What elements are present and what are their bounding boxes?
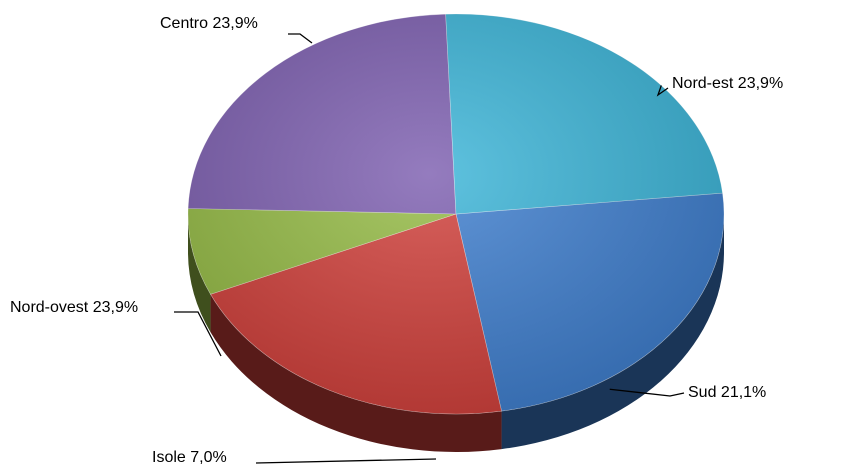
leader-line-nord-ovest: [174, 311, 222, 357]
leader-lines: [174, 33, 685, 464]
slice-label-sud: Sud 21,1%: [688, 384, 766, 401]
pie-slice-centro: [445, 13, 723, 215]
leader-line-isole: [255, 458, 437, 464]
leader-line-nord-est: [656, 85, 669, 97]
slice-label-nord-est: Nord-est 23,9%: [672, 75, 783, 92]
pie-top-faces: [187, 13, 725, 415]
pie-slice-nord-ovest: [187, 13, 457, 215]
slice-label-nord-ovest: Nord-ovest 23,9%: [10, 299, 138, 316]
slice-label-centro: Centro 23,9%: [160, 15, 258, 32]
pie-slice-nord-est: [455, 192, 725, 412]
slice-labels: Nord-est 23,9% Sud 21,1% Isole 7,0% Nord-ov…: [10, 15, 783, 466]
slice-label-isole: Isole 7,0%: [152, 449, 227, 466]
leader-line-sud: [609, 388, 685, 397]
leader-line-centro: [288, 33, 313, 44]
